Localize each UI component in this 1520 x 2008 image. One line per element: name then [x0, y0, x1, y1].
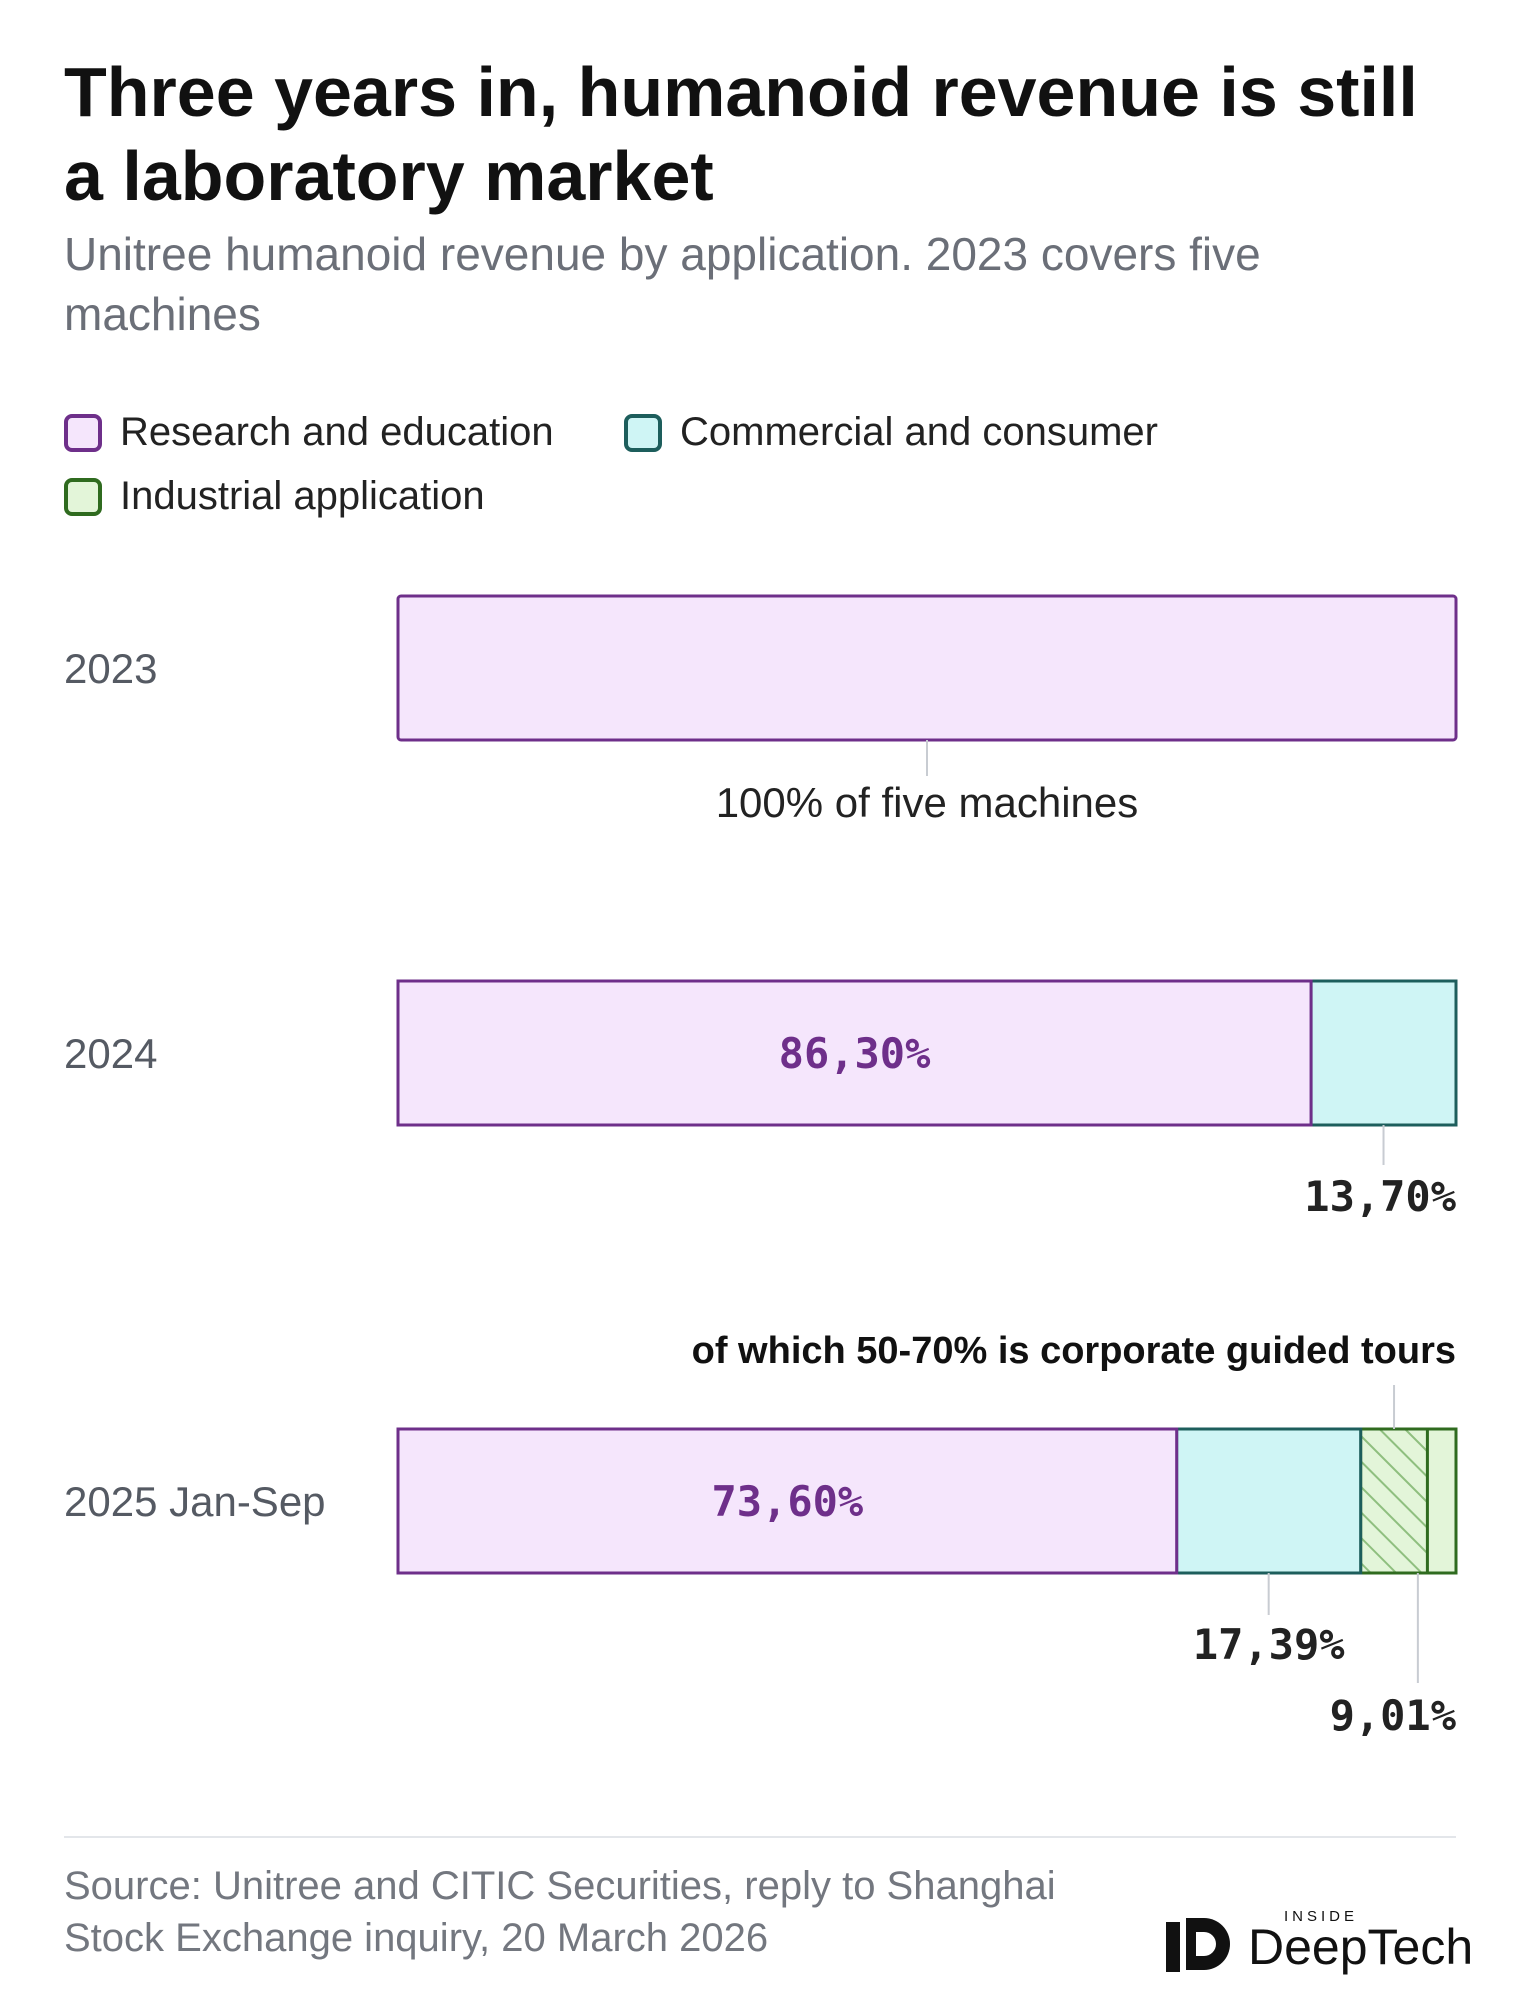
- deeptech-logo-icon: [1166, 1918, 1230, 1972]
- bar-segment-research-0: [396, 594, 1458, 742]
- value-label-industrial-2025: 9,01%: [1330, 1691, 1456, 1740]
- bar-segment-commercial-1: [1309, 979, 1458, 1127]
- value-label-2023: 100% of five machines: [716, 779, 1139, 826]
- legend-swatch-research: [64, 413, 102, 452]
- annotation-guided-tours: of which 50-70% is corporate guided tour…: [692, 1330, 1456, 1372]
- legend-label-commercial: Commercial and consumer: [680, 410, 1158, 454]
- value-label-research-1: 86,30%: [779, 1029, 931, 1078]
- legend-swatch-industrial: [64, 477, 102, 516]
- legend-item-research: Research and education: [64, 410, 554, 455]
- logo-brand-text: DeepTech: [1248, 1919, 1474, 1975]
- legend-label-industrial: Industrial application: [120, 474, 485, 518]
- chart-subtitle: Unitree humanoid revenue by application.…: [64, 228, 1261, 340]
- value-label-research-2: 73,60%: [711, 1477, 863, 1526]
- legend-swatch-commercial: [624, 413, 662, 452]
- category-label-2024: 2024: [64, 1030, 158, 1077]
- category-label-2025: 2025 Jan-Sep: [64, 1478, 326, 1525]
- legend-item-industrial: Industrial application: [64, 474, 485, 519]
- stacked-bar-chart: 100% of five machines 86,30% 13,70% 73,60% 1…: [396, 594, 1458, 1740]
- chart-title: Three years in, humanoid revenue is stil…: [64, 53, 1418, 215]
- logo-small-text: INSIDE: [1284, 1908, 1359, 1925]
- value-label-commercial-2025: 17,39%: [1193, 1620, 1345, 1669]
- value-label-commercial-2024: 13,70%: [1304, 1172, 1456, 1221]
- legend-item-commercial: Commercial and consumer: [624, 410, 1158, 455]
- category-label-2023: 2023: [64, 645, 158, 692]
- bar-segment-research-2: [396, 1427, 1179, 1575]
- bar-segment-commercial-2: [1175, 1427, 1363, 1575]
- inside-deeptech-logo: INSIDE DeepTech: [1166, 1908, 1473, 1978]
- bar-segment-industrial-tours-2: [1359, 1427, 1429, 1575]
- bar-segment-research-1: [396, 979, 1313, 1127]
- legend-label-research: Research and education: [120, 410, 554, 454]
- source-note: Source: Unitree and CITIC Securities, re…: [64, 1864, 1056, 1960]
- footer-divider: [64, 1836, 1456, 1838]
